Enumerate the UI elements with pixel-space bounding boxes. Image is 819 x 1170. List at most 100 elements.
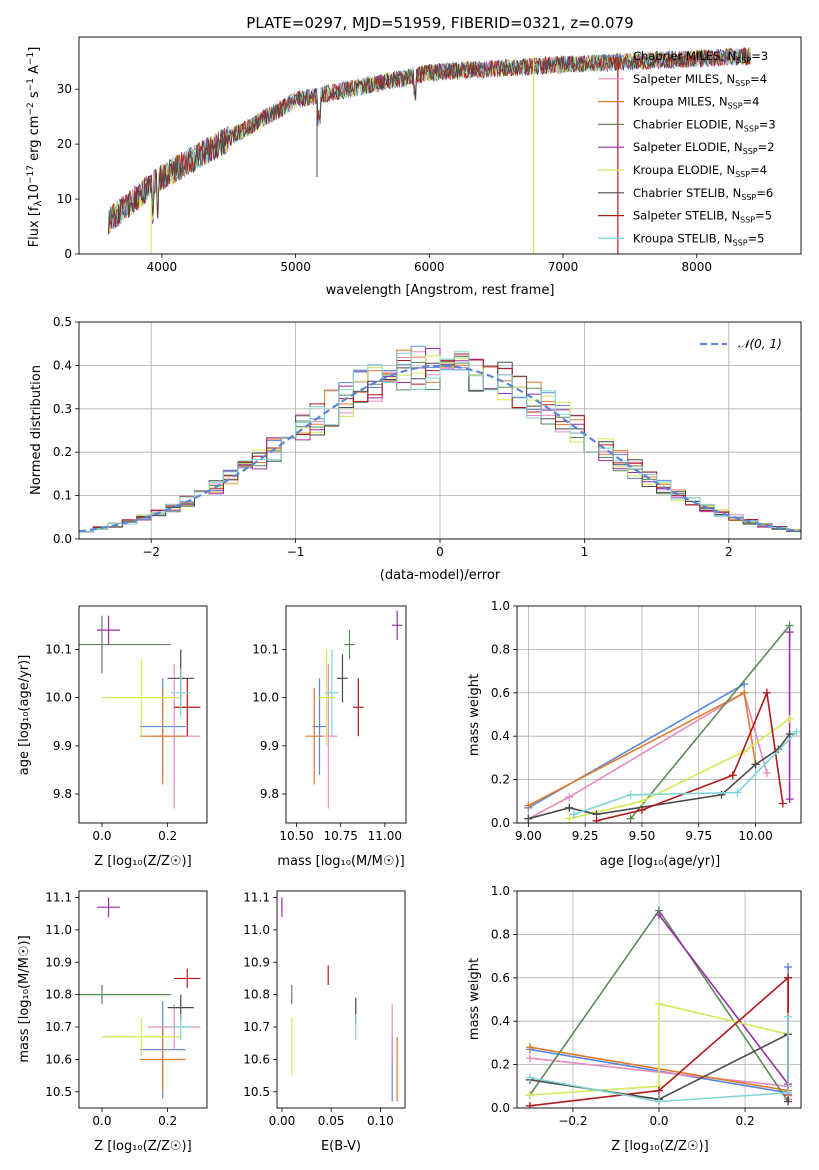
legend-label-text: Kroupa STELIB, N [633, 231, 733, 245]
hist-xtick-label: 2 [725, 545, 733, 559]
legend-label-eq: = [758, 140, 768, 154]
legend-label-text: Kroupa ELODIE, N [633, 163, 735, 177]
age-weight-marker-kroupa-stelib [733, 788, 742, 797]
mass-age-frame [285, 605, 407, 824]
age-weight-ylabel: mass weight [467, 674, 482, 756]
hist-ytick-label: 0.2 [53, 445, 72, 459]
ebv-mass-xtick-label: 0.00 [269, 1114, 296, 1128]
z-weight-marker-kroupa-elodie [525, 1090, 534, 1099]
z-weight-ytick-label: 0.8 [491, 927, 510, 941]
age-weight-marker-salpeter-elodie [785, 628, 794, 637]
age-weight-ytick-label: 1.0 [491, 599, 510, 613]
z-weight-marker-kroupa-stelib [784, 1088, 793, 1097]
legend-label-sub: SSP [736, 56, 751, 65]
z-mass-ytick-label: 10.6 [45, 1052, 72, 1066]
mass-age-ytick-label: 9.8 [260, 787, 279, 801]
age-weight-marker-salpeter-stelib [728, 771, 737, 780]
hist-xtick-label: −2 [142, 545, 160, 559]
legend-label-eq: = [755, 209, 765, 223]
age-weight-xtick-label: 10.00 [738, 829, 772, 843]
mass-age-errorbars [305, 610, 403, 809]
age-weight-marker-kroupa-elodie [637, 797, 646, 806]
age-weight-marker-chabrier-elodie [626, 814, 635, 823]
gauss-curve [79, 364, 801, 533]
z-age-ytick-label: 10.0 [45, 691, 72, 705]
age-weight-marker-chabrier-stelib [524, 814, 533, 823]
hist-xtick-label: 1 [581, 545, 589, 559]
spectrum-title: PLATE=0297, MJD=51959, FIBERID=0321, z=0… [246, 14, 633, 32]
hist-ytick-label: 0.5 [53, 315, 72, 329]
z-weight-marker-salpeter-miles [525, 1054, 534, 1063]
ebv-mass-ytick-label: 10.8 [243, 988, 270, 1002]
ebv-mass-xtick-label: 0.05 [318, 1114, 345, 1128]
z-weight-line-kroupa-elodie [529, 1002, 789, 1096]
z-weight-xlabel: Z [log₁₀(Z/Z☉)] [611, 1139, 708, 1154]
legend-label-chabrier-stelib: Chabrier STELIB, NSSP=6 [633, 186, 773, 202]
spectrum-xtick-label: 6000 [414, 260, 445, 274]
spectrum-axes: 4000 5000 6000 7000 8000 0 10 20 30 [57, 82, 712, 274]
spectrum-xtick-label: 4000 [147, 260, 178, 274]
legend-label-sub: SSP [733, 238, 748, 247]
z-weight-line-salpeter-elodie [658, 914, 789, 1085]
legend-label-n: 4 [760, 163, 767, 177]
age-weight-marker-kroupa-stelib [792, 727, 801, 736]
mass-age-ytick-label: 10.1 [252, 642, 279, 656]
gauss-legend-label: 𝒩(0, 1) [738, 337, 782, 351]
age-weight-marker-kroupa-miles [524, 801, 533, 810]
legend-label-eq: = [756, 186, 766, 200]
spectrum-ytick-label: 30 [57, 82, 72, 96]
hist-ytick-label: 0.4 [53, 358, 72, 372]
ebv-mass-ytick-label: 10.6 [243, 1052, 270, 1066]
hist-xtick-label: −1 [287, 545, 305, 559]
legend-label-salpeter-elodie: Salpeter ELODIE, NSSP=2 [633, 140, 775, 156]
z-mass-xtick-label: 0.0 [92, 1114, 111, 1128]
age-weight-marker-salpeter-stelib [592, 816, 601, 823]
legend-label-chabrier-miles: Chabrier MILES, NSSP=3 [633, 49, 768, 65]
z-weight-ytick-label: 0.2 [491, 1058, 510, 1072]
age-weight-lines [524, 621, 801, 823]
z-weight-lines [525, 906, 793, 1108]
age-weight-ytick-label: 0.2 [491, 773, 510, 787]
ebv-mass-ytick-label: 11.0 [243, 923, 270, 937]
spectrum-ylabel-p2: 10 [27, 184, 42, 201]
hist-ylabel: Normed distribution [29, 365, 44, 495]
legend-label-sub: SSP [728, 102, 743, 111]
z-age-ylabel: age [log₁₀(age/yr)] [17, 655, 32, 776]
z-mass-ytick-label: 11.0 [45, 923, 72, 937]
age-weight-marker-kroupa-elodie [565, 814, 574, 823]
spectrum-lines [108, 46, 751, 254]
legend-label-n: 2 [767, 140, 774, 154]
z-weight-ylabel: mass weight [467, 958, 482, 1040]
age-weight-marker-chabrier-stelib [565, 803, 574, 812]
legend-label-n: 4 [760, 72, 767, 86]
z-weight-ytick-label: 0.4 [491, 1014, 510, 1028]
age-weight-frame [516, 605, 802, 824]
age-weight-marker-kroupa-stelib [569, 810, 578, 819]
z-mass-ytick-label: 10.8 [45, 988, 72, 1002]
z-age-ytick-label: 10.1 [45, 642, 72, 656]
legend-label-text: Chabrier STELIB, N [633, 186, 741, 200]
spectrum-legend: Chabrier MILES, NSSP=3 Salpeter MILES, NS… [598, 49, 776, 247]
mass-age-ytick-label: 9.9 [260, 739, 279, 753]
age-weight-xtick-label: 9.25 [572, 829, 599, 843]
legend-label-n: 3 [768, 117, 775, 131]
legend-label-salpeter-miles: Salpeter MILES, NSSP=4 [633, 72, 767, 88]
z-weight-marker-kroupa-stelib [784, 1012, 793, 1021]
spectrum-xtick-label: 5000 [280, 260, 311, 274]
legend-label-eq: = [750, 72, 760, 86]
hist-ytick-label: 0.1 [53, 489, 72, 503]
age-weight-ytick-label: 0.8 [491, 642, 510, 656]
z-mass-ytick-label: 10.7 [45, 1020, 72, 1034]
hist-ytick-label: 0.3 [53, 402, 72, 416]
z-weight-marker-chabrier-miles [784, 962, 793, 971]
z-mass-xtick-label: 0.2 [158, 1114, 177, 1128]
z-mass-ytick-label: 10.9 [45, 955, 72, 969]
ebv-mass-xtick-label: 0.10 [367, 1114, 394, 1128]
z-weight-marker-kroupa-stelib [655, 1097, 663, 1106]
z-age-ytick-label: 9.8 [53, 787, 72, 801]
mass-age-axes: 10.50 10.75 11.00 9.8 9.9 10.0 10.1 [252, 642, 402, 843]
legend-label-text: Chabrier ELODIE, N [633, 117, 744, 131]
spectrum-ylabel: Flux [fλ10−17 erg cm−2 s−1 A−1] [26, 47, 44, 248]
spectrum-frame [78, 36, 802, 255]
